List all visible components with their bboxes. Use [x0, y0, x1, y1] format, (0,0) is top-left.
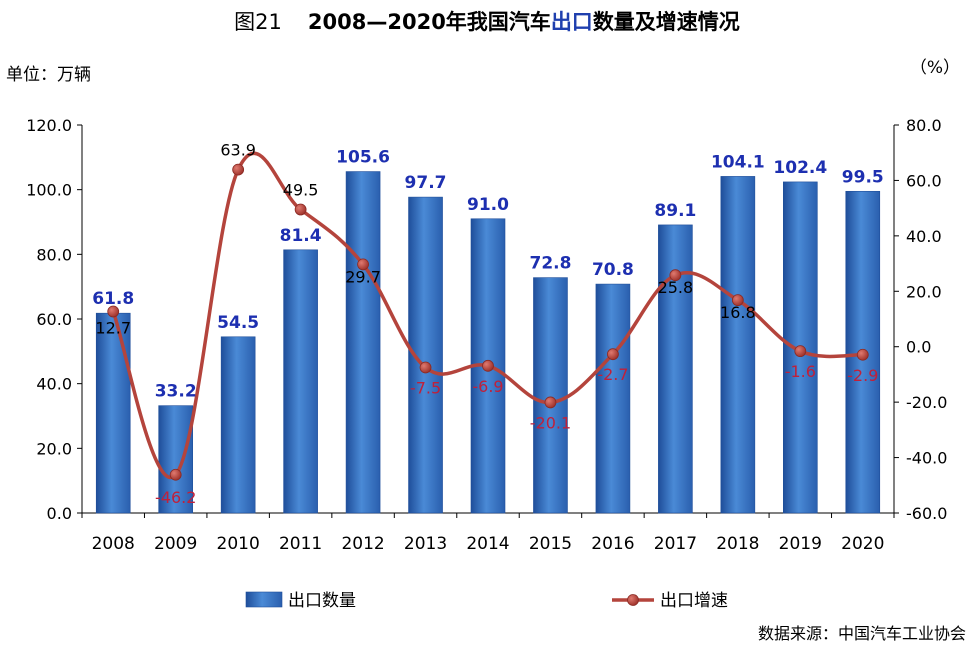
bar — [595, 283, 631, 514]
bar — [95, 312, 131, 514]
bar — [158, 405, 193, 514]
line-value-label: -7.5 — [410, 379, 441, 398]
line-point — [607, 348, 619, 361]
x-tick-label: 2010 — [217, 534, 260, 554]
line-point — [544, 396, 557, 409]
line-series — [107, 151, 869, 481]
line-point — [482, 359, 494, 372]
bar-value-label: 97.7 — [405, 173, 447, 193]
legend: 出口数量 出口增速 — [245, 591, 728, 611]
bar-value-label: 102.4 — [773, 158, 827, 178]
x-tick-label: 2017 — [654, 534, 697, 554]
x-tick-label: 2012 — [341, 534, 384, 554]
bar-series — [95, 171, 881, 514]
line-value-label: -2.7 — [597, 365, 628, 384]
bar — [283, 249, 318, 514]
line-value-label: 12.7 — [95, 319, 131, 338]
line-point — [731, 294, 744, 307]
line-point — [419, 361, 432, 374]
line-value-label: -46.2 — [155, 488, 196, 507]
line-value-label: 49.5 — [283, 181, 319, 200]
left-tick-label: 0.0 — [47, 504, 72, 523]
right-tick-label: -60.0 — [906, 504, 947, 523]
right-tick-label: 80.0 — [906, 116, 942, 135]
line-point — [232, 163, 245, 176]
legend-line-marker — [627, 594, 639, 606]
x-tick-label: 2013 — [404, 534, 447, 554]
source-note: 数据来源：中国汽车工业协会 — [757, 624, 966, 643]
bar-value-label: 61.8 — [92, 289, 134, 309]
line-point — [794, 345, 807, 358]
right-tick-label: 60.0 — [906, 171, 942, 190]
bar — [533, 277, 568, 514]
title-part-highlight: 出口 — [550, 10, 593, 34]
bar-value-label: 99.5 — [842, 167, 884, 187]
right-tick-label: -40.0 — [906, 449, 947, 468]
x-tick-label: 2015 — [529, 534, 572, 554]
title-part-2: 数量及增速情况 — [592, 10, 740, 34]
left-tick-label: 80.0 — [36, 245, 72, 264]
figure-number: 图21 — [234, 10, 282, 34]
bar-value-label: 104.1 — [711, 152, 765, 172]
bar — [345, 171, 381, 514]
growth-line — [111, 151, 863, 480]
line-value-label: 63.9 — [220, 141, 256, 160]
bar-value-label: 81.4 — [280, 226, 322, 246]
legend-line-label: 出口增速 — [660, 591, 728, 611]
x-tick-label: 2020 — [841, 534, 884, 554]
x-tick-label: 2008 — [92, 534, 135, 554]
left-tick-label: 60.0 — [36, 310, 72, 329]
line-value-label: -20.1 — [530, 413, 571, 432]
line-point — [669, 269, 682, 282]
x-tick-label: 2009 — [154, 534, 197, 554]
chart-title: 图21 2008—2020年我国汽车出口数量及增速情况 — [0, 6, 974, 36]
x-tick-label: 2014 — [466, 534, 509, 554]
line-point — [169, 468, 182, 481]
right-tick-label: 20.0 — [906, 282, 942, 301]
bar — [658, 224, 693, 514]
bar-value-label: 91.0 — [467, 195, 509, 215]
line-value-label: 16.8 — [720, 303, 756, 322]
line-point — [856, 348, 869, 361]
bar — [720, 176, 756, 514]
left-tick-label: 100.0 — [26, 181, 72, 200]
left-axis-unit: 单位：万辆 — [6, 65, 91, 85]
right-tick-label: 40.0 — [906, 227, 942, 246]
axes: 0.0 20.0 40.0 60.0 80.0 100.0 120.0 -60.0 -40.0 -… — [26, 116, 947, 554]
bar-value-label: 33.2 — [155, 382, 197, 402]
legend-bar-label: 出口数量 — [288, 591, 356, 611]
right-axis-unit: （%） — [909, 58, 960, 78]
right-tick-label: -20.0 — [906, 393, 947, 412]
x-tick-label: 2016 — [591, 534, 634, 554]
bar-value-label: 105.6 — [336, 148, 390, 168]
line-value-label: -1.6 — [785, 362, 816, 381]
x-tick-label: 2011 — [279, 534, 322, 554]
bar-value-label: 72.8 — [529, 254, 571, 274]
left-tick-label: 120.0 — [26, 116, 72, 135]
x-tick-label: 2018 — [716, 534, 759, 554]
title-part-1: 2008—2020年我国汽车 — [307, 10, 551, 34]
bar-value-label: 70.8 — [592, 260, 634, 280]
line-value-label: 29.7 — [345, 267, 381, 286]
x-tick-label: 2019 — [779, 534, 822, 554]
right-tick-label: 0.0 — [906, 338, 931, 357]
left-tick-label: 20.0 — [36, 439, 72, 458]
bar — [220, 336, 256, 514]
left-tick-label: 40.0 — [36, 375, 72, 394]
line-value-label: 25.8 — [658, 278, 694, 297]
bar-value-label: 54.5 — [217, 313, 259, 333]
line-point — [294, 203, 307, 216]
data-labels: 61.8 33.2 54.5 81.4 105.6 97.7 91.0 72.8 70.8 89.… — [92, 141, 883, 507]
line-point — [107, 305, 120, 318]
bar-value-label: 89.1 — [654, 201, 696, 221]
legend-bar-swatch — [245, 591, 283, 608]
line-value-label: -2.9 — [847, 366, 878, 385]
line-point — [357, 258, 369, 271]
line-value-label: -6.9 — [472, 377, 503, 396]
